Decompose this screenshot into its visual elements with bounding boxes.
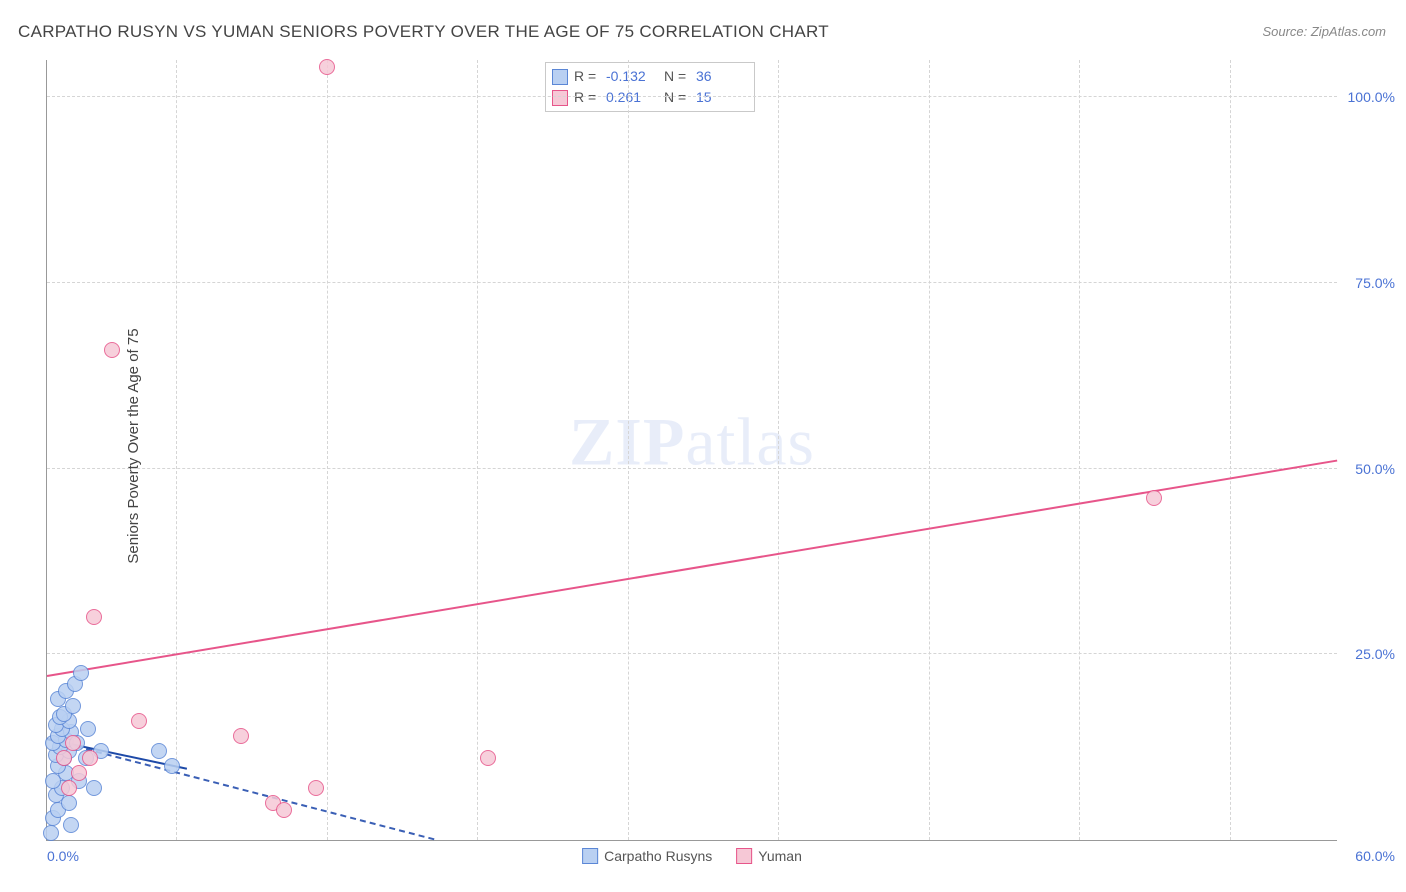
bottom-legend: Carpatho Rusyns Yuman — [582, 848, 802, 864]
n-label: N = — [664, 87, 690, 108]
data-point — [61, 780, 77, 796]
legend-label: Carpatho Rusyns — [604, 848, 712, 864]
gridline-vertical — [929, 60, 930, 840]
x-tick-label: 0.0% — [47, 848, 79, 864]
gridline-vertical — [1079, 60, 1080, 840]
r-value-series-1: -0.132 — [606, 66, 658, 87]
chart-title: CARPATHO RUSYN VS YUMAN SENIORS POVERTY … — [18, 22, 829, 42]
legend-swatch-icon — [736, 848, 752, 864]
data-point — [82, 750, 98, 766]
scatter-plot-area: ZIPatlas R = -0.132 N = 36 R = 0.261 N =… — [46, 60, 1337, 841]
n-value-series-2: 15 — [696, 87, 748, 108]
data-point — [65, 735, 81, 751]
gridline-horizontal — [47, 96, 1337, 97]
legend-item-carpatho-rusyns: Carpatho Rusyns — [582, 848, 712, 864]
gridline-vertical — [176, 60, 177, 840]
gridline-horizontal — [47, 468, 1337, 469]
data-point — [86, 609, 102, 625]
series-1-swatch-icon — [552, 69, 568, 85]
data-point — [131, 713, 147, 729]
y-tick-label: 25.0% — [1341, 646, 1395, 662]
gridline-vertical — [1230, 60, 1231, 840]
stats-row-series-2: R = 0.261 N = 15 — [552, 87, 748, 108]
data-point — [65, 698, 81, 714]
gridline-vertical — [778, 60, 779, 840]
data-point — [151, 743, 167, 759]
data-point — [308, 780, 324, 796]
data-point — [233, 728, 249, 744]
source-attribution: Source: ZipAtlas.com — [1262, 24, 1386, 39]
r-label: R = — [574, 66, 600, 87]
gridline-horizontal — [47, 653, 1337, 654]
legend-swatch-icon — [582, 848, 598, 864]
data-point — [61, 795, 77, 811]
correlation-stats-box: R = -0.132 N = 36 R = 0.261 N = 15 — [545, 62, 755, 112]
trend-line-yuman — [47, 459, 1337, 676]
data-point — [1146, 490, 1162, 506]
data-point — [63, 817, 79, 833]
y-tick-label: 75.0% — [1341, 275, 1395, 291]
gridline-vertical — [327, 60, 328, 840]
data-point — [43, 825, 59, 841]
r-value-series-2: 0.261 — [606, 87, 658, 108]
data-point — [73, 665, 89, 681]
gridline-vertical — [477, 60, 478, 840]
data-point — [86, 780, 102, 796]
data-point — [319, 59, 335, 75]
data-point — [104, 342, 120, 358]
r-label: R = — [574, 87, 600, 108]
n-label: N = — [664, 66, 690, 87]
y-tick-label: 100.0% — [1341, 89, 1395, 105]
y-tick-label: 50.0% — [1341, 461, 1395, 477]
x-tick-label: 60.0% — [1355, 848, 1395, 864]
stats-row-series-1: R = -0.132 N = 36 — [552, 66, 748, 87]
legend-item-yuman: Yuman — [736, 848, 802, 864]
data-point — [80, 721, 96, 737]
data-point — [164, 758, 180, 774]
gridline-horizontal — [47, 282, 1337, 283]
legend-label: Yuman — [758, 848, 802, 864]
data-point — [71, 765, 87, 781]
data-point — [276, 802, 292, 818]
gridline-vertical — [628, 60, 629, 840]
series-2-swatch-icon — [552, 90, 568, 106]
n-value-series-1: 36 — [696, 66, 748, 87]
data-point — [480, 750, 496, 766]
data-point — [56, 750, 72, 766]
